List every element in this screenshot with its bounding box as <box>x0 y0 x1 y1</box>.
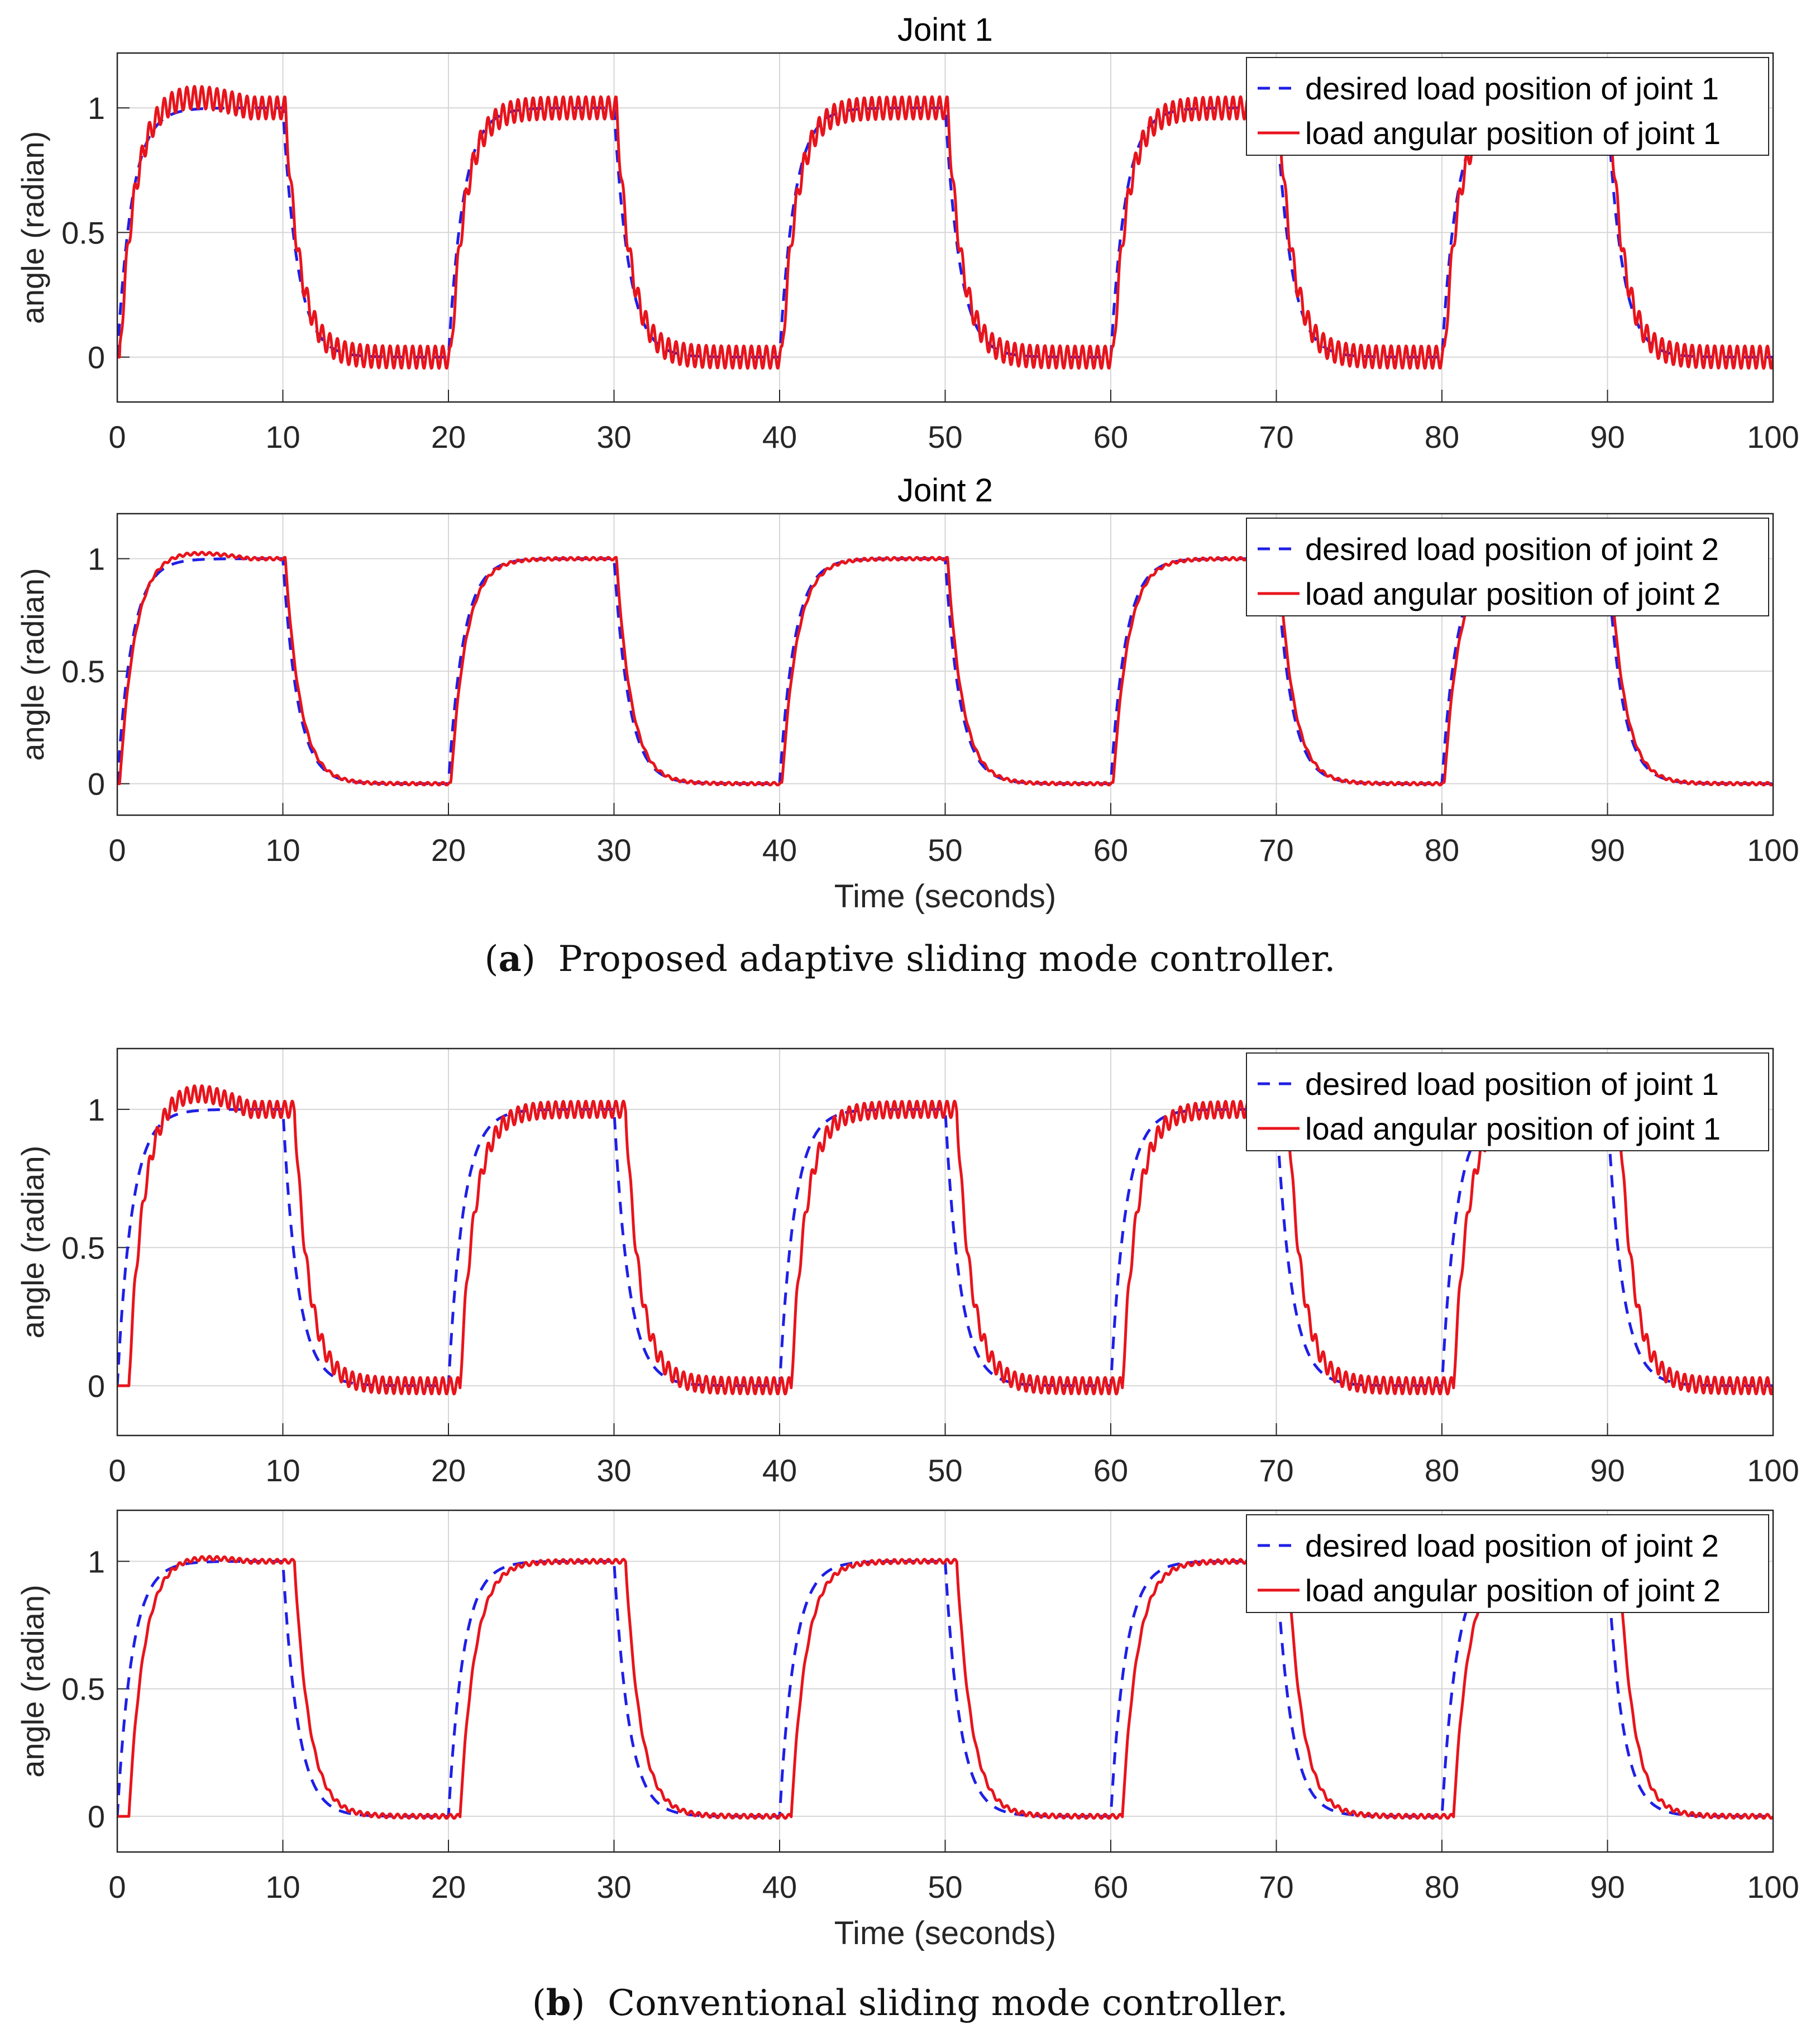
chart-panel-4: 0 10 20 30 40 50 60 70 80 90 100 0 0.5 1 angle (radian… <box>15 1509 1799 1951</box>
x-tick-label: 70 <box>1259 1869 1293 1904</box>
legend-label: desired load position of joint 2 <box>1305 532 1719 567</box>
caption-b-text: Conventional sliding mode controller. <box>608 1983 1288 2024</box>
x-tick-label: 80 <box>1425 1869 1459 1904</box>
x-tick-label: 90 <box>1590 1453 1625 1488</box>
caption-b-label: b <box>546 1982 571 2024</box>
x-tick-label: 0 <box>108 1869 126 1904</box>
chart-panel-1: 0 10 20 30 40 50 60 70 80 90 100 0 0.5 1 Joint 1 angle … <box>15 12 1799 454</box>
legend-label: desired load position of joint 2 <box>1305 1528 1719 1563</box>
legend-label: load angular position of joint 2 <box>1305 576 1721 611</box>
y-tick-label: 0.5 <box>61 215 105 250</box>
legend: desired load position of joint 1 load ang… <box>1246 1052 1769 1151</box>
x-tick-label: 20 <box>431 1453 466 1488</box>
legend-label: desired load position of joint 1 <box>1305 1066 1719 1102</box>
legend-label: load angular position of joint 1 <box>1305 116 1721 151</box>
caption-a-text: Proposed adaptive sliding mode controlle… <box>558 939 1336 980</box>
y-tick-label: 0 <box>88 1799 105 1834</box>
x-tick-label: 10 <box>265 832 300 868</box>
legend-label: load angular position of joint 2 <box>1305 1573 1721 1608</box>
legend-box <box>1246 1052 1769 1151</box>
x-tick-label: 0 <box>108 832 126 868</box>
y-axis-label: angle (radian) <box>15 1585 50 1778</box>
y-tick-label: 1 <box>88 1544 105 1579</box>
x-tick-label: 50 <box>928 419 962 454</box>
x-tick-label: 0 <box>108 419 126 454</box>
x-tick-label: 20 <box>431 419 466 454</box>
x-tick-label: 100 <box>1747 419 1799 454</box>
legend: desired load position of joint 1 load ang… <box>1246 57 1769 156</box>
x-tick-label: 70 <box>1259 1453 1293 1488</box>
x-tick-label: 10 <box>265 1453 300 1488</box>
y-tick-label: 0.5 <box>61 654 105 689</box>
chart-title: Joint 2 <box>897 472 993 509</box>
chart-panel-2: 0 10 20 30 40 50 60 70 80 90 100 0 0.5 1 Joint 2 angle … <box>15 472 1799 915</box>
legend: desired load position of joint 2 load ang… <box>1246 1514 1769 1613</box>
y-tick-label: 0.5 <box>61 1672 105 1707</box>
axes-frame <box>116 1509 1774 1853</box>
legend-label: load angular position of joint 1 <box>1305 1111 1721 1146</box>
y-tick-label: 1 <box>88 1092 105 1127</box>
y-axis-label: angle (radian) <box>15 1146 50 1339</box>
x-tick-label: 90 <box>1590 419 1625 454</box>
x-tick-label: 40 <box>762 1453 797 1488</box>
axes-frame <box>116 1047 1774 1437</box>
x-tick-label: 0 <box>108 1453 126 1488</box>
x-tick-label: 40 <box>762 1869 797 1904</box>
y-axis-label: angle (radian) <box>15 568 50 761</box>
x-tick-label: 30 <box>596 1453 631 1488</box>
x-tick-label: 20 <box>431 1869 466 1904</box>
x-tick-label: 30 <box>596 1869 631 1904</box>
x-tick-label: 60 <box>1093 832 1128 868</box>
y-tick-label: 0 <box>88 767 105 802</box>
y-tick-label: 1 <box>88 90 105 126</box>
x-tick-label: 60 <box>1093 1453 1128 1488</box>
chart-panel-3: 0 10 20 30 40 50 60 70 80 90 100 0 0.5 1 angle (radian… <box>15 1047 1799 1488</box>
caption-a-label: a <box>498 938 522 980</box>
chart-title: Joint 1 <box>897 12 993 48</box>
y-tick-label: 0.5 <box>61 1230 105 1265</box>
y-tick-label: 0 <box>88 340 105 375</box>
axes-frame <box>116 513 1774 816</box>
x-tick-label: 90 <box>1590 1869 1625 1904</box>
x-tick-label: 80 <box>1425 1453 1459 1488</box>
x-tick-label: 70 <box>1259 419 1293 454</box>
x-tick-label: 100 <box>1747 1453 1799 1488</box>
x-axis-label: Time (seconds) <box>834 878 1057 915</box>
x-tick-label: 40 <box>762 419 797 454</box>
x-tick-label: 60 <box>1093 419 1128 454</box>
legend-box <box>1246 518 1769 616</box>
x-tick-label: 50 <box>928 1453 962 1488</box>
x-tick-label: 70 <box>1259 832 1293 868</box>
x-tick-label: 50 <box>928 1869 962 1904</box>
caption-a: (a) Proposed adaptive sliding mode contr… <box>484 938 1336 980</box>
x-tick-label: 10 <box>265 1869 300 1904</box>
y-tick-label: 0 <box>88 1368 105 1404</box>
legend-label: desired load position of joint 1 <box>1305 71 1719 106</box>
y-axis-label: angle (radian) <box>15 131 50 324</box>
x-tick-label: 40 <box>762 832 797 868</box>
y-tick-label: 1 <box>88 542 105 577</box>
x-tick-label: 60 <box>1093 1869 1128 1904</box>
x-tick-label: 10 <box>265 419 300 454</box>
x-tick-label: 80 <box>1425 832 1459 868</box>
caption-b: (b) Conventional sliding mode controller… <box>532 1982 1288 2024</box>
x-tick-label: 100 <box>1747 832 1799 868</box>
x-tick-label: 30 <box>596 832 631 868</box>
x-tick-label: 100 <box>1747 1869 1799 1904</box>
legend: desired load position of joint 2 load ang… <box>1246 518 1769 616</box>
axes-frame <box>116 52 1774 403</box>
x-tick-label: 90 <box>1590 832 1625 868</box>
x-tick-label: 50 <box>928 832 962 868</box>
legend-box <box>1246 1514 1769 1613</box>
x-tick-label: 20 <box>431 832 466 868</box>
x-tick-label: 80 <box>1425 419 1459 454</box>
legend-box <box>1246 57 1769 156</box>
x-axis-label: Time (seconds) <box>834 1915 1057 1951</box>
x-tick-label: 30 <box>596 419 631 454</box>
